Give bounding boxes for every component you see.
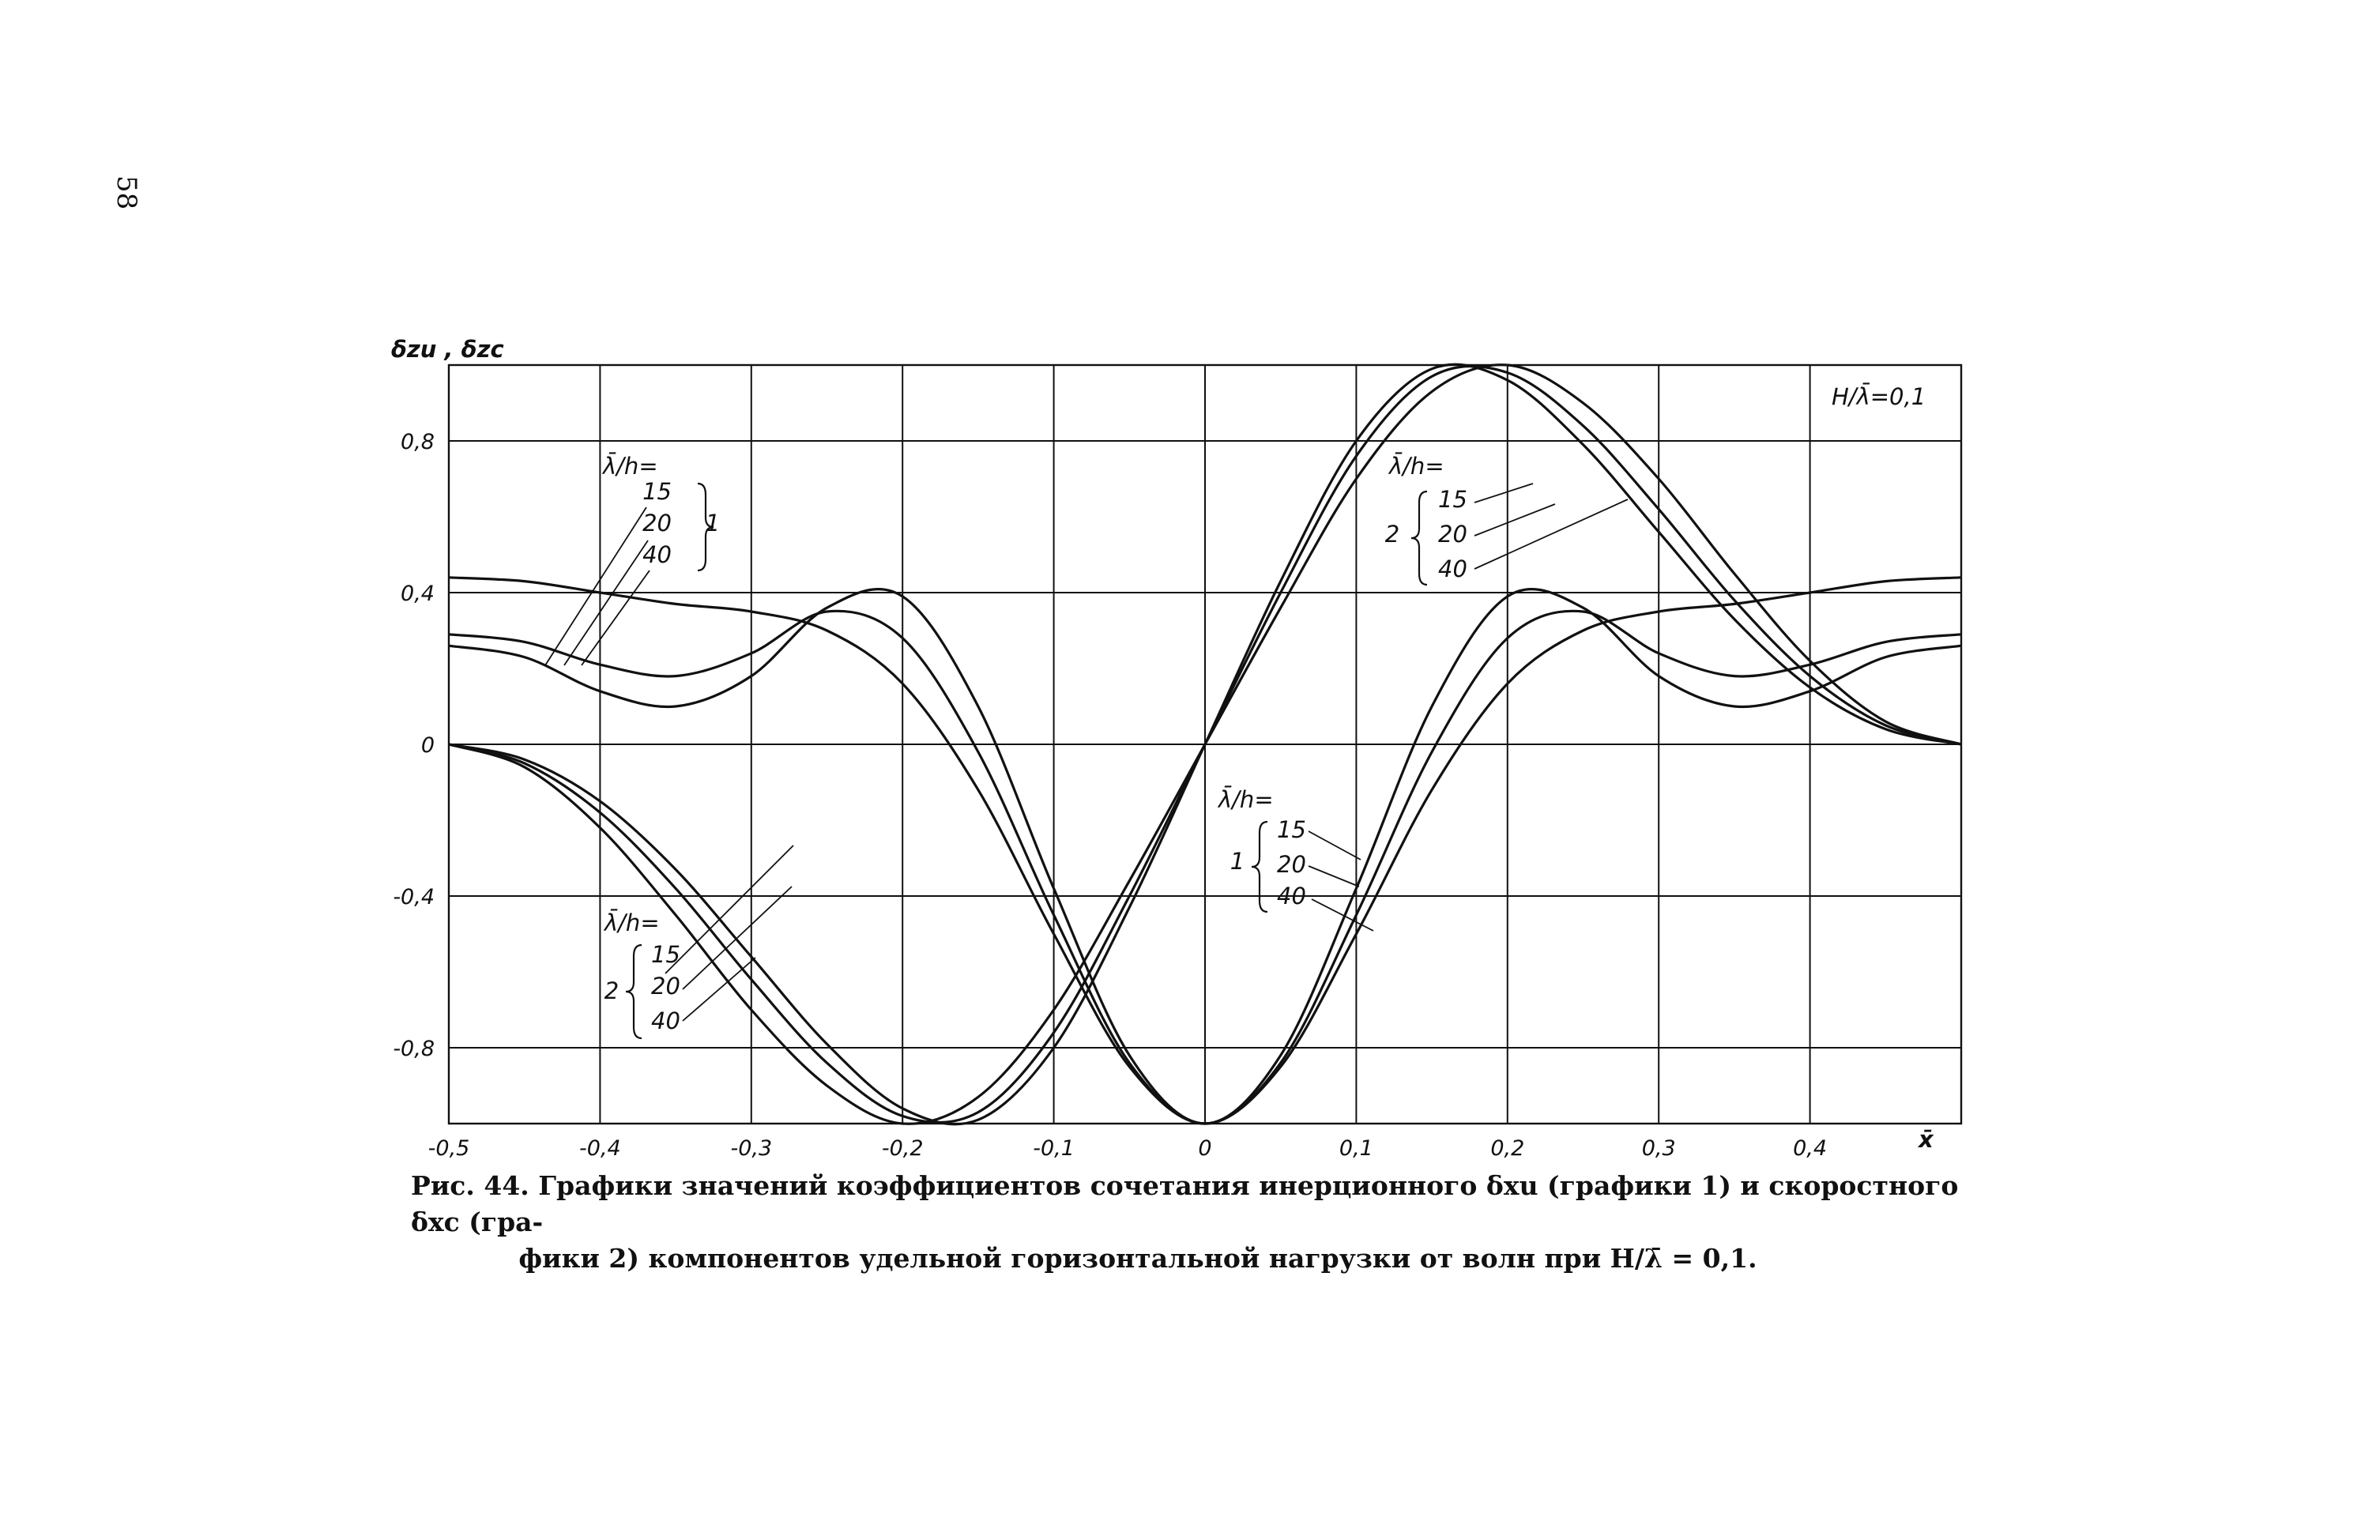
annotation-value-20: 20 — [1277, 851, 1306, 878]
annotation-value-20: 20 — [642, 510, 672, 537]
x-tick-label: -0,3 — [730, 1136, 772, 1161]
leader-line — [1474, 499, 1629, 570]
x-tick-label: 0,2 — [1490, 1136, 1524, 1161]
leader-line — [1311, 898, 1374, 932]
leader-line — [563, 540, 649, 666]
annotation-heading: λ̄/h= — [603, 909, 660, 936]
leader-line — [682, 886, 793, 990]
annotation-upper-left: λ̄/h=15 20 40 1 — [544, 453, 720, 666]
x-tick-label: -0,5 — [428, 1136, 470, 1161]
y-tick-label: 0,4 — [401, 582, 435, 606]
x-tick-label: 0,4 — [1793, 1136, 1827, 1161]
tick-labels: -0,5 -0,4 -0,3 -0,2 -0,1 0 0,1 0,2 0,3 0,4 0,8 0,4 0… — [393, 430, 1827, 1161]
series-line-2-40 — [448, 588, 1962, 1125]
annotation-group-number: 1 — [706, 510, 720, 537]
x-tick-label: -0,2 — [882, 1136, 924, 1161]
leader-line — [682, 957, 756, 1022]
y-tick-label: 0,8 — [401, 430, 435, 454]
annotation-heading: λ̄/h= — [601, 453, 658, 480]
series-line-1-40 — [448, 363, 1962, 1126]
annotation-value-20: 20 — [1438, 521, 1467, 548]
leader-line — [665, 845, 794, 974]
annotation-value-40: 40 — [651, 1007, 680, 1034]
annotation-upper-right: λ̄/h= 15 20 40 2 — [1385, 453, 1629, 586]
annotation-brace — [1410, 490, 1428, 586]
annotation-value-40: 40 — [1438, 555, 1467, 582]
annotation-group-number: 2 — [1385, 521, 1399, 548]
y-tick-label: -0,4 — [393, 885, 435, 909]
y-tick-label: 0 — [421, 733, 435, 758]
leader-line — [544, 506, 647, 666]
caption-line-2: фики 2) компонентов удельной горизонталь… — [518, 1243, 1757, 1274]
annotation-value-20: 20 — [651, 973, 680, 1000]
y-axis-label: δzu , δzc — [391, 336, 504, 363]
leader-line — [581, 570, 650, 666]
annotation-heading: λ̄/h= — [1217, 786, 1274, 813]
annotation-value-40: 40 — [1277, 883, 1306, 909]
annotation-brace — [625, 943, 642, 1040]
annotation-value-15: 15 — [1277, 816, 1306, 843]
leader-line — [1308, 865, 1360, 887]
x-axis-label: x̄ — [1917, 1126, 1934, 1153]
annotation-group-number: 1 — [1230, 848, 1245, 875]
curves — [448, 363, 1962, 1126]
annotation-value-15: 15 — [642, 478, 672, 505]
x-tick-label: 0 — [1198, 1136, 1211, 1161]
annotations: λ̄/h=1520401λ̄/h=1520402λ̄/h=1520401λ̄/h… — [544, 453, 1629, 1040]
annotation-brace — [697, 482, 714, 572]
leader-line — [1474, 503, 1556, 537]
figure-caption: Рис. 44. Графики значений коэффициентов … — [411, 1168, 1960, 1277]
caption-line-1: Рис. 44. Графики значений коэффициентов … — [411, 1170, 1959, 1237]
x-tick-label: -0,1 — [1033, 1136, 1075, 1161]
annotation-group-number: 2 — [604, 977, 619, 1004]
x-tick-label: 0,3 — [1642, 1136, 1676, 1161]
annotation-value-15: 15 — [1438, 486, 1467, 513]
annotation-heading: λ̄/h= — [1388, 453, 1444, 480]
leader-line — [1308, 830, 1361, 860]
x-tick-label: -0,4 — [579, 1136, 621, 1161]
annotation-lower-mid: λ̄/h=15 20 40 1 — [1217, 786, 1374, 932]
annotation-brace — [1251, 820, 1268, 913]
y-tick-label: -0,8 — [393, 1037, 435, 1061]
annotation-value-40: 40 — [642, 541, 672, 568]
leader-line — [1474, 483, 1534, 503]
parameter-note: H/λ̄=0,1 — [1832, 383, 1926, 410]
x-tick-label: 0,1 — [1339, 1136, 1373, 1161]
